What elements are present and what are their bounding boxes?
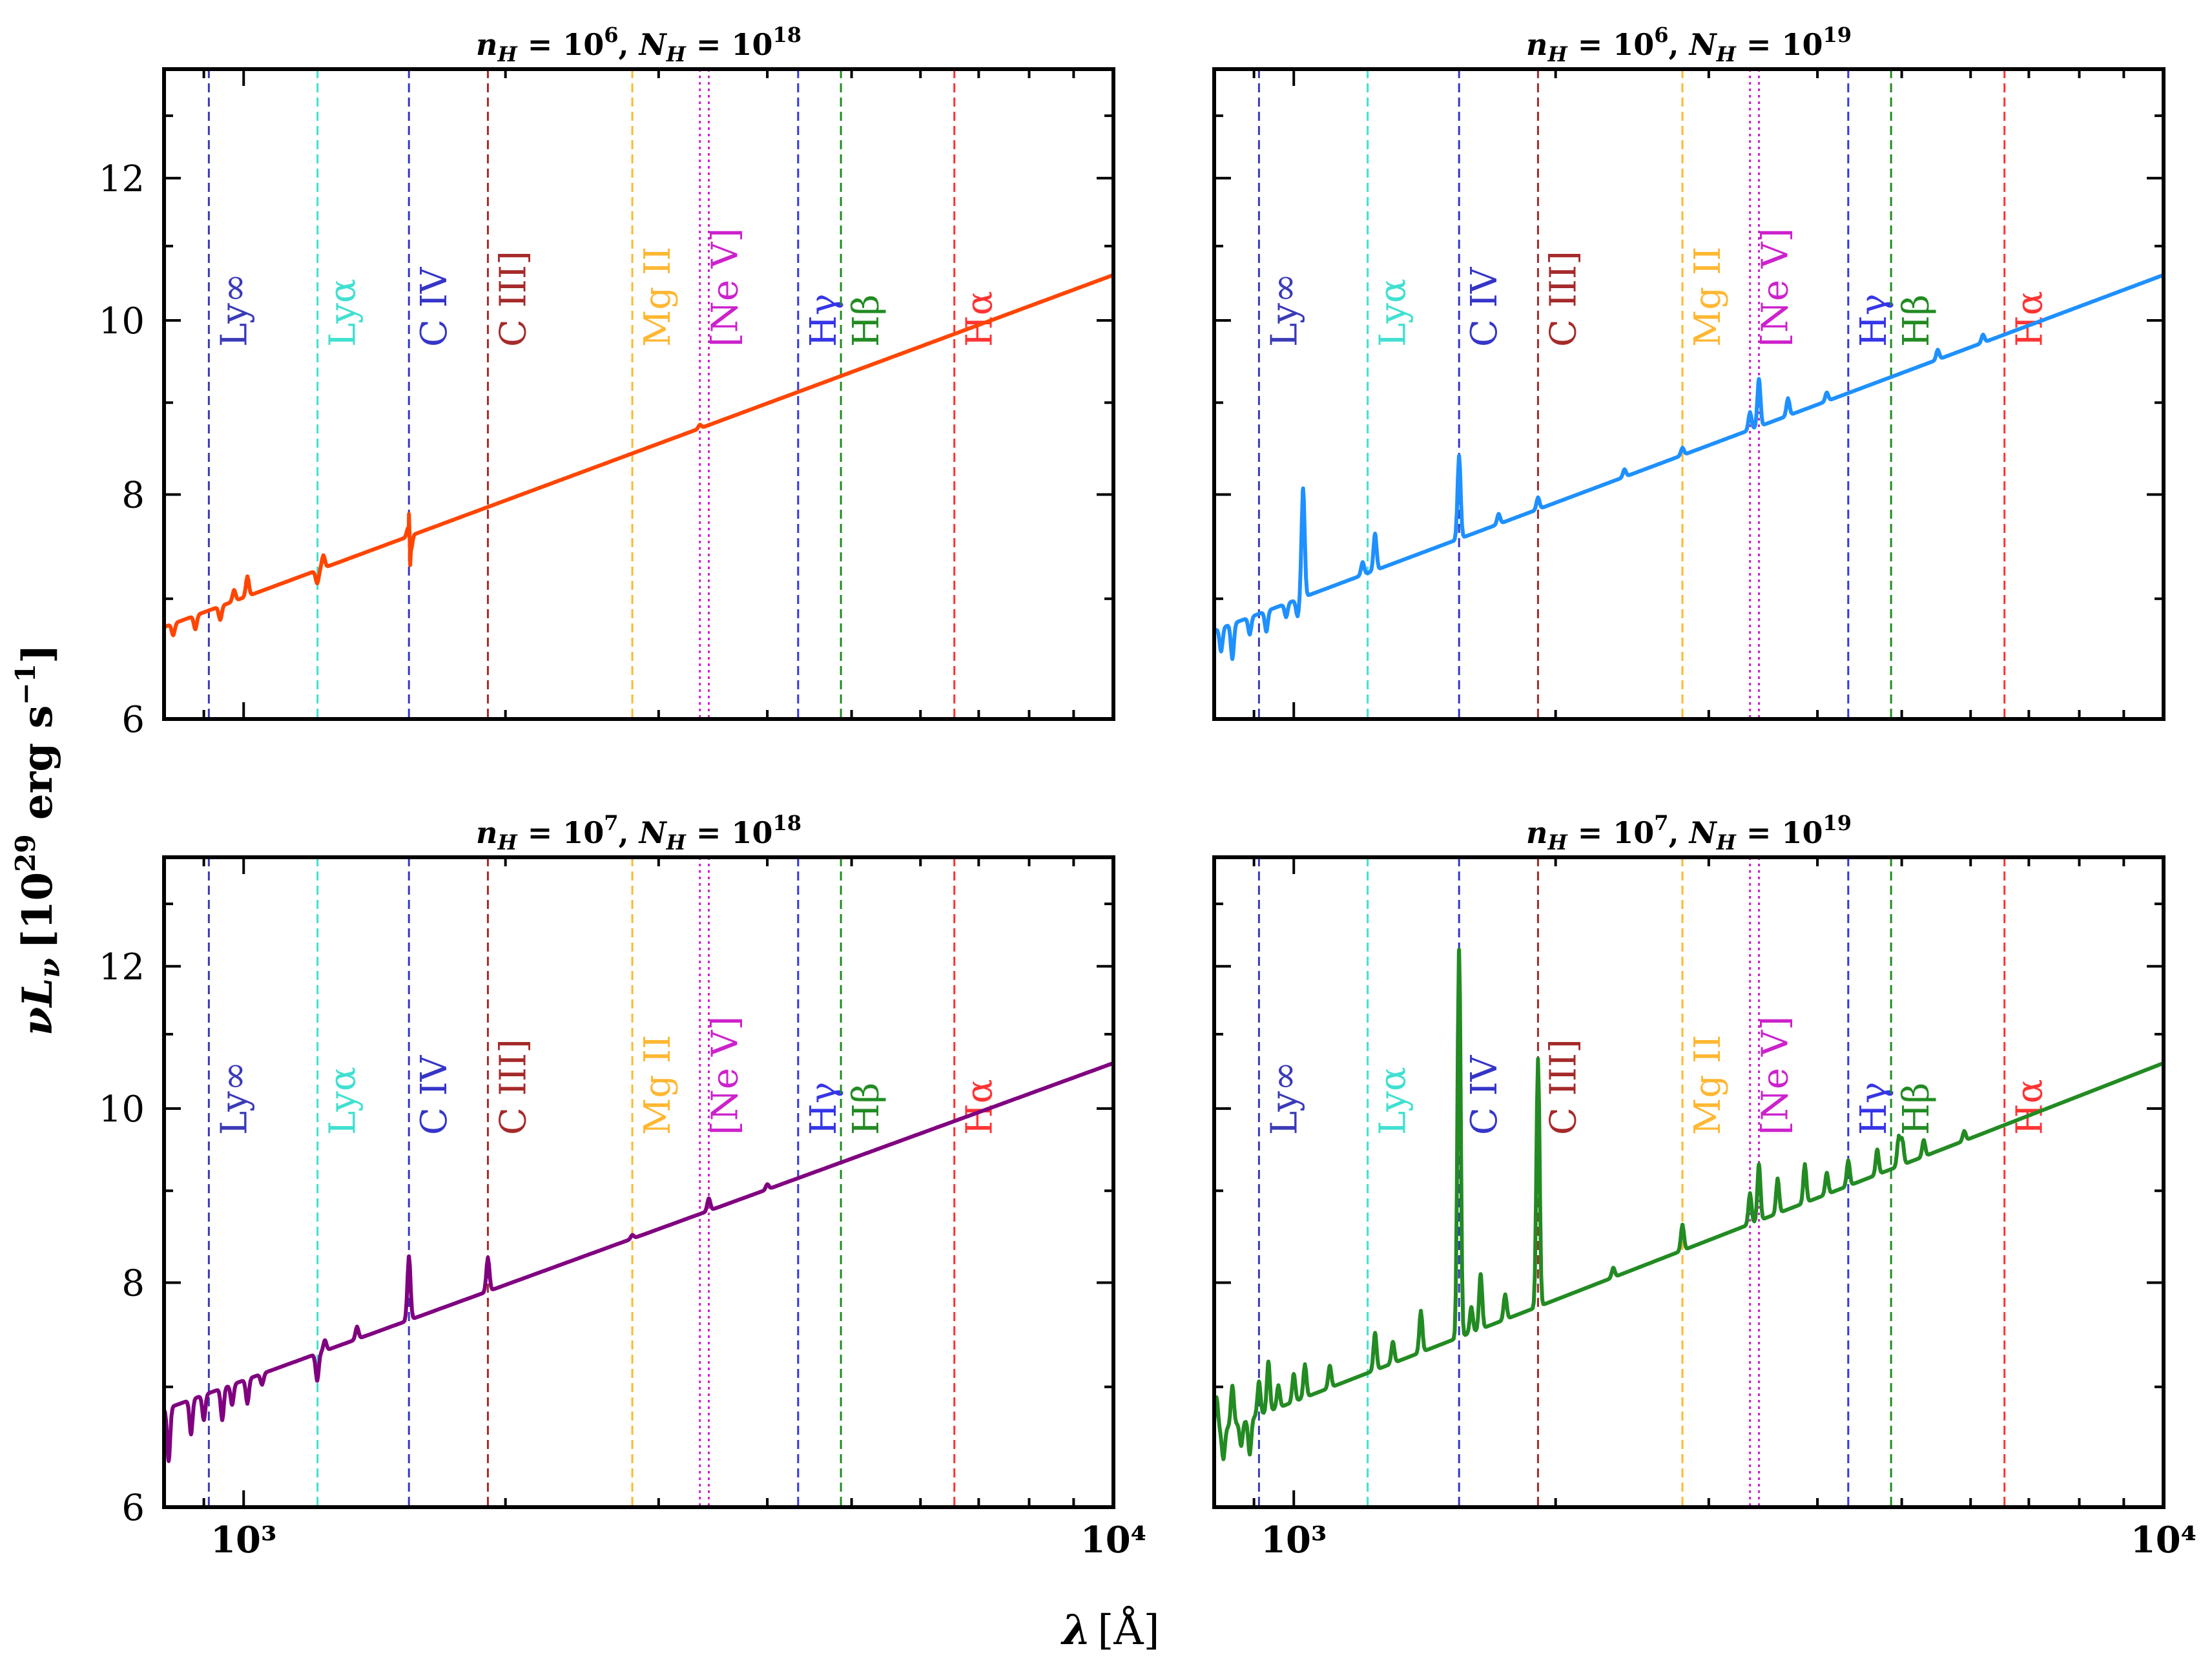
ref-line-label: [Ne V] (705, 1016, 747, 1135)
panel-title: nH = 107, NH = 1019 (1526, 811, 1852, 855)
ref-line-label: Hγ (803, 294, 845, 347)
ref-line-label: Ly∞ (1263, 273, 1305, 347)
ref-line-label: Lyα (322, 278, 364, 347)
y-tick-label: 6 (121, 1487, 145, 1529)
ref-line-label: C III] (1542, 1039, 1584, 1135)
ref-line-label: Hβ (1896, 295, 1938, 347)
ref-line-label: C III] (492, 1039, 534, 1135)
spectrum-line (164, 1061, 1113, 1463)
spectrum-line (164, 273, 1113, 638)
ref-line-label: C III] (492, 251, 534, 347)
panel-title: nH = 107, NH = 1018 (476, 811, 801, 855)
ref-line-label: Ly∞ (1263, 1061, 1305, 1135)
y-tick-label: 8 (121, 475, 145, 517)
y-axis-label: νLν[1029 erg s−1] (10, 644, 67, 1036)
axes-frame (162, 855, 1115, 1509)
panel-3: nH = 107, NH = 1018 Ly∞ Lyα C IV C III] Mg II… (99, 811, 1147, 1561)
spectrum-line (1214, 948, 2164, 1461)
ref-line-label: Ly∞ (213, 273, 255, 348)
panel-2: nH = 106, NH = 1019 Ly∞ Lyα C IV C III] Mg II… (1212, 23, 2165, 721)
ref-line-label: C IV (413, 266, 455, 347)
ref-line-label: Hγ (1853, 294, 1895, 347)
ref-line-label: [Ne V] (1755, 228, 1797, 347)
ref-line-label: C IV (413, 1054, 455, 1135)
y-tick-label: 10 (99, 300, 145, 342)
ref-line-label: C III] (1542, 251, 1584, 347)
y-tick-label: 6 (121, 699, 145, 741)
axes-frame (1212, 67, 2165, 721)
ref-line-label: Hβ (845, 295, 887, 347)
y-tick-label: 12 (99, 946, 145, 988)
ref-line-label: Mg II (637, 247, 679, 347)
axes-frame (1212, 855, 2165, 1509)
ref-line-label: Hα (2009, 1079, 2051, 1135)
ref-line-label: Hγ (1853, 1082, 1895, 1135)
panel-title: nH = 106, NH = 1019 (1526, 23, 1852, 67)
spectrum-line (1214, 273, 2164, 662)
y-tick-label: 10 (99, 1089, 145, 1131)
x-tick-label: 10⁴ (2131, 1519, 2196, 1561)
y-tick-label: 12 (99, 158, 145, 200)
ref-line-label: Lyα (1372, 1067, 1414, 1135)
y-tick-label: 8 (121, 1263, 145, 1305)
panel-1: nH = 106, NH = 1018 Ly∞ Lyα C IV C III] Mg II… (99, 23, 1115, 741)
ref-line-label: [Ne V] (705, 228, 747, 347)
ref-line-label: Lyα (322, 1067, 364, 1135)
x-tick-label: 10³ (1261, 1519, 1327, 1561)
axes-frame (162, 67, 1115, 721)
ref-line-label: C IV (1463, 266, 1505, 347)
ref-line-label: Ly∞ (213, 1061, 255, 1136)
x-axis-label: λ [Å] (1060, 1606, 1159, 1654)
ref-line-label: Hβ (1896, 1083, 1938, 1135)
panels: nH = 106, NH = 1018 Ly∞ Lyα C IV C III] Mg II… (99, 23, 2197, 1561)
ref-line-label: Lyα (1372, 278, 1414, 347)
ref-line-label: [Ne V] (1755, 1016, 1797, 1135)
x-tick-label: 10³ (211, 1519, 276, 1561)
ref-line-label: C IV (1463, 1054, 1505, 1135)
ref-line-label: Mg II (1687, 247, 1729, 347)
ref-line-label: Hβ (845, 1083, 887, 1135)
panel-4: nH = 107, NH = 1019 Ly∞ Lyα C IV C III] Mg II… (1212, 811, 2196, 1561)
ref-line-label: Hγ (803, 1082, 845, 1135)
ref-line-label: Mg II (1687, 1035, 1729, 1135)
ref-line-label: Mg II (637, 1035, 679, 1135)
panel-title: nH = 106, NH = 1018 (476, 23, 801, 67)
x-tick-label: 10⁴ (1080, 1519, 1146, 1561)
